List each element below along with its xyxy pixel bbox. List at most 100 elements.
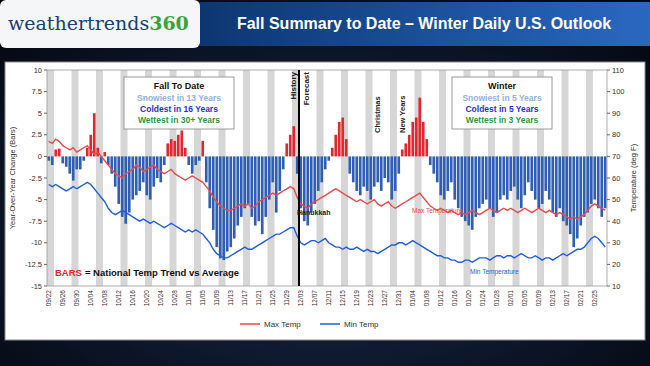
bar (341, 118, 344, 157)
bar (513, 156, 516, 186)
bar (579, 156, 582, 225)
tick-label: 02/25 (591, 290, 598, 307)
logo: weathertrends360 (8, 12, 189, 34)
bar (555, 156, 558, 216)
tick-label: 12/03 (297, 290, 304, 307)
bar (131, 156, 134, 199)
legend-label: Min Temp (344, 320, 379, 329)
tick-label: 01/08 (423, 290, 430, 307)
bar (75, 156, 78, 169)
bar (282, 156, 285, 169)
tick-label: 20 (612, 260, 620, 269)
bar (523, 156, 526, 195)
bar (590, 156, 593, 204)
bar (138, 156, 141, 191)
box-line: Snowiest in 5 Years (462, 93, 541, 103)
box-title: Winter (488, 81, 516, 91)
bar (117, 156, 120, 204)
weekend-band (366, 70, 373, 286)
bar (464, 156, 467, 221)
annotation: Max Temperature (412, 207, 463, 215)
bar (191, 156, 194, 173)
annotation: New Years (398, 96, 407, 133)
tick-label: 12/19 (353, 290, 360, 307)
tick-label: 70 (612, 152, 620, 161)
bar (268, 156, 271, 199)
bar (576, 156, 579, 238)
tick-label: 11/29 (283, 290, 290, 306)
tick-label: -15 (31, 282, 42, 291)
logo-number: 360 (149, 12, 189, 34)
bar (243, 156, 246, 208)
bar (254, 156, 257, 225)
bar (390, 156, 393, 199)
bar (499, 156, 502, 199)
tick-label: 10/20 (143, 290, 150, 307)
bar (233, 156, 236, 238)
bar (534, 156, 537, 199)
tick (607, 156, 610, 157)
bar (394, 156, 397, 191)
bar (184, 148, 187, 157)
annotation: Christmas (373, 96, 382, 133)
bar (516, 156, 519, 199)
tick (607, 286, 610, 287)
tick-label: -12.5 (25, 260, 42, 269)
bar (166, 143, 169, 156)
bar (362, 156, 365, 186)
bar (320, 156, 323, 182)
axis-title: Year-Over-Year Change (Bars) (8, 126, 17, 229)
bar (565, 156, 568, 225)
weekend-band (341, 70, 348, 286)
axis-title: Temperature (deg F) (629, 143, 638, 212)
bar (149, 156, 152, 199)
weekend-band (72, 70, 79, 286)
chart-root: weathertrends360 Fall Summary to Date – W… (0, 0, 650, 366)
bar (128, 156, 131, 212)
tick-label: 09/22 (45, 290, 52, 307)
bar (170, 139, 173, 156)
line (49, 139, 606, 219)
bar (334, 135, 337, 157)
bar (383, 156, 386, 178)
tick-label: 02/17 (563, 290, 570, 307)
bar (226, 156, 229, 251)
tick-label: 10/12 (115, 290, 122, 307)
title: Fall Summary to Date – Winter Daily U.S.… (237, 15, 611, 32)
bar (492, 156, 495, 216)
bar (331, 148, 334, 157)
tick (44, 156, 47, 157)
bar (229, 156, 232, 247)
bar (86, 148, 89, 157)
bar (247, 156, 250, 204)
summary-box (124, 77, 234, 129)
bar (369, 156, 372, 199)
bar (355, 156, 358, 191)
line (49, 182, 606, 262)
tick-label: 02/09 (535, 290, 542, 307)
bar (163, 156, 166, 165)
bar (359, 156, 362, 195)
bar (593, 156, 596, 199)
bar (530, 156, 533, 191)
bar (159, 156, 162, 182)
plot-area (47, 70, 607, 286)
tick-label: 01/04 (409, 290, 416, 307)
summary-box (452, 77, 552, 129)
weekend-band (268, 70, 275, 286)
legend-label: Max Temp (264, 320, 301, 329)
bar (439, 156, 442, 195)
box-line: Coldest in 5 Years (465, 104, 538, 114)
bar (54, 149, 57, 156)
tick-label: 02/13 (549, 290, 556, 307)
bar (373, 156, 376, 186)
bar (177, 135, 180, 157)
bar (173, 141, 176, 157)
bar (411, 122, 414, 157)
bar (68, 156, 71, 173)
bar (275, 156, 278, 212)
bar (478, 156, 481, 208)
bar (58, 149, 61, 157)
bar (289, 135, 292, 157)
weekend-band (47, 70, 54, 286)
